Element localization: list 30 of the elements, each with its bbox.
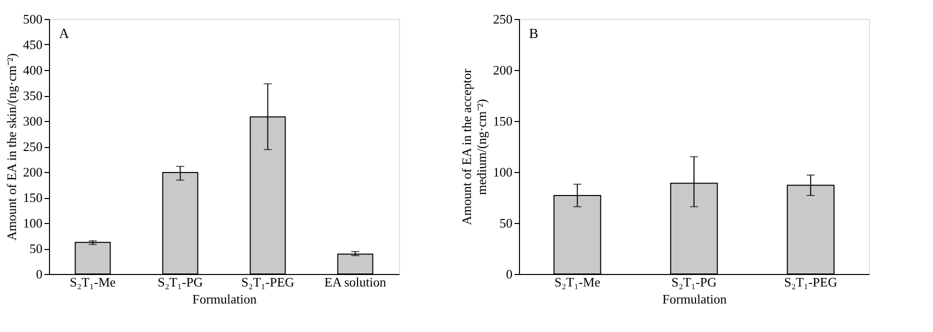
x-tick-label: S₂T₁-Me	[70, 274, 116, 290]
x-tick-label: S₂T₁-PEG	[241, 274, 294, 290]
y-tick-label: 150	[493, 114, 512, 128]
y-tick-label: 350	[23, 88, 42, 103]
annotation: A	[59, 27, 70, 42]
y-axis-title: Amount of EA in the skin/(ng·cm⁻²)	[4, 53, 19, 241]
y-tick-label: 250	[23, 139, 42, 154]
y-tick-label: 400	[23, 62, 42, 78]
y-tick-label: 300	[23, 114, 42, 128]
y-tick-label: 150	[23, 190, 42, 205]
y-axis-title: Amount of EA in the acceptor medium/(ng·cm⁻²)	[459, 68, 489, 226]
y-tick-label: 0	[506, 266, 512, 282]
x-axis-title: Formulation	[192, 292, 258, 306]
annotation: B	[529, 27, 538, 42]
y-tick-label: 50	[30, 241, 42, 256]
y-tick-label: 100	[23, 216, 42, 230]
x-tick-label: S₂T₁-PG	[158, 274, 203, 290]
y-tick-label: 250	[493, 12, 512, 26]
y-tick-label: 500	[23, 12, 42, 26]
y-tick-label: 200	[493, 62, 512, 78]
y-tick-label: 450	[23, 37, 42, 52]
x-tick-label: S₂T₁-Me	[554, 274, 601, 290]
y-tick-label: 100	[493, 164, 512, 180]
y-tick-label: 0	[36, 266, 42, 282]
y-tick-label: 50	[500, 216, 512, 230]
x-tick-label: EA solution	[324, 274, 387, 290]
x-axis-title: Formulation	[662, 292, 728, 306]
y-tick-label: 200	[23, 164, 42, 180]
x-tick-label: S₂T₁-PEG	[784, 274, 838, 290]
x-tick-label: S₂T₁-PG	[671, 274, 717, 290]
